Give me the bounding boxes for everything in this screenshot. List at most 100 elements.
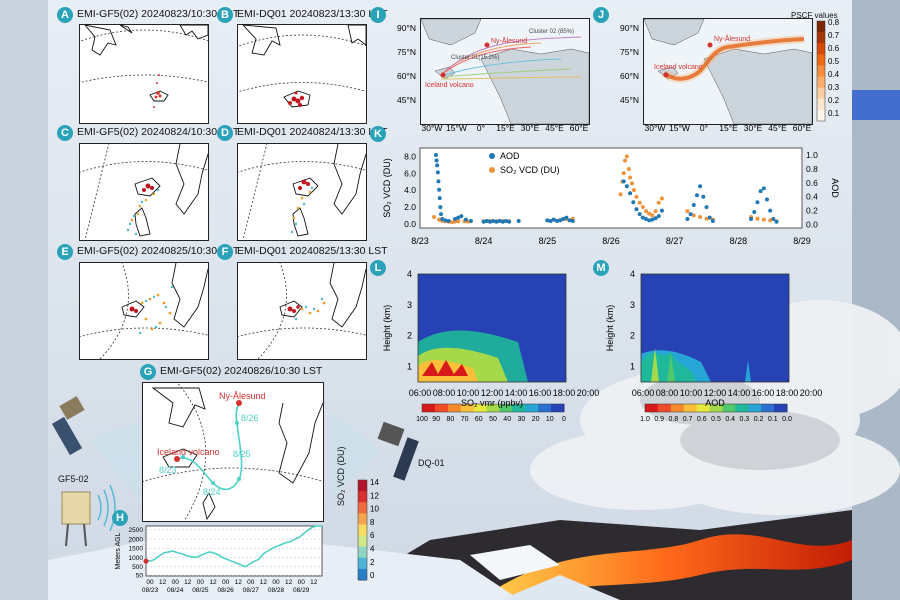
panel-title: EMI-DQ01 20240823/13:30 LST: [237, 8, 388, 20]
k-x-tick: 8/24: [475, 236, 493, 246]
heatmap-x-tick: 14:00: [728, 388, 751, 398]
k-aod-point: [764, 197, 769, 202]
panel-letter: E: [57, 244, 73, 260]
k-aod-point: [463, 217, 468, 222]
so2-colorbar-swatch: [358, 480, 367, 492]
panel-d: D EMI-DQ01 20240824/13:30 LST: [217, 125, 388, 243]
lon-tick-label: 45°E: [545, 123, 564, 133]
k-aod-point: [567, 218, 572, 223]
h-x-tick: 00: [172, 579, 180, 586]
heatmap-colorbar-tick: 90: [432, 416, 440, 423]
k-aod-point: [500, 219, 505, 224]
map-d: [237, 143, 367, 241]
heatmap-colorbar-swatch: [525, 404, 539, 412]
h-date-tick: 08/26: [217, 587, 234, 594]
k-aod-point: [459, 214, 464, 219]
lat-tick-label: 90°N: [397, 23, 416, 33]
lon-tick-label: 30°E: [744, 123, 763, 133]
panel-f: F EMI-DQ01 20240825/13:30 LST: [217, 244, 388, 362]
heatmap-colorbar-tick: 50: [489, 416, 497, 423]
heatmap-x-tick: 08:00: [656, 388, 679, 398]
dq01-satellite-icon: [377, 421, 419, 481]
heatmap-colorbar-tick: 0.5: [711, 416, 721, 423]
panel-m: M 4 3 2 1 06:00 08:00 10:00 12:00 14:00 16:00 18:0…: [593, 260, 828, 428]
k-so2-point: [432, 215, 437, 220]
k-aod-point: [774, 219, 779, 224]
k-aod-point: [446, 219, 451, 224]
heatmap-y-tick: 4: [630, 269, 635, 279]
k-aod-point: [710, 219, 715, 224]
pscf-colorbar-tick: 0.2: [828, 96, 840, 105]
lon-tick-label: 15°W: [669, 123, 690, 133]
lon-tick-label: 0°: [700, 123, 708, 133]
lon-tick-label: 60°E: [793, 123, 812, 133]
k-legend-marker: [489, 167, 495, 173]
h-x-tick: 00: [197, 579, 205, 586]
cluster-label: Cluster 02 (85%): [529, 29, 574, 35]
k-so2-point: [437, 217, 442, 222]
heatmap-colorbar-tick: 0.2: [754, 416, 764, 423]
heatmap-colorbar-swatch: [473, 404, 488, 412]
heatmap-y-tick: 1: [407, 362, 412, 372]
k-aod-point: [507, 219, 512, 224]
pscf-colorbar-swatch: [817, 54, 825, 66]
pscf-colorbar-swatch: [817, 87, 825, 100]
h-date-tick: 08/28: [268, 587, 285, 594]
panel-letter: K: [370, 126, 386, 142]
heatmap-colorbar-swatch: [670, 404, 685, 412]
heatmap-y-tick: 4: [407, 269, 412, 279]
k-so2-point: [624, 154, 629, 159]
heatmap-colorbar-tick: 0.9: [654, 416, 664, 423]
panel-letter: B: [217, 7, 233, 23]
heatmap-colorbar-tick: 0.7: [683, 416, 693, 423]
k-so2-point: [761, 217, 766, 222]
k-so2-point: [659, 196, 664, 201]
heatmap-x-tick: 06:00: [409, 388, 432, 398]
k-x-tick: 8/25: [539, 236, 557, 246]
panel-e: E EMI-GF5(02) 20240825/10:30 LST: [57, 244, 239, 362]
heatmap-x-tick: 16:00: [529, 388, 552, 398]
site-label-ny-alesund: Ny-Ålesund: [219, 391, 266, 401]
heatmap-y-tick: 1: [630, 362, 635, 372]
so2-colorbar-tick: 0: [370, 571, 375, 580]
lon-tick-label: 30°W: [422, 123, 443, 133]
heatmap-colorbar-swatch: [722, 404, 736, 412]
pscf-colorbar-tick: 0.1: [828, 109, 840, 118]
k-aod-point: [435, 163, 440, 168]
k-aod-point: [685, 216, 690, 221]
date-label: 8/24: [203, 487, 221, 497]
panel-title: EMI-GF5(02) 20240825/10:30 LST: [77, 245, 240, 257]
k-aod-point: [516, 219, 521, 224]
k-so2-point: [656, 200, 661, 205]
pscf-colorbar-swatch: [817, 43, 825, 55]
pscf-colorbar-swatch: [817, 76, 825, 89]
so2-colorbar-tick: 8: [370, 518, 375, 527]
so2-colorbar-swatch: [358, 535, 367, 548]
h-date-tick: 08/25: [192, 587, 209, 594]
k-so2-point: [698, 215, 703, 220]
so2-colorbar-tick: 10: [370, 505, 379, 514]
lon-tick-label: 45°E: [768, 123, 787, 133]
panel-letter: G: [140, 364, 156, 380]
map-i: Ny-Ålesund Iceland volcano Cluster 01(15…: [420, 18, 590, 125]
panel-letter: J: [593, 7, 609, 23]
k-so2-point: [618, 192, 623, 197]
k-y2-axis-label: AOD: [830, 178, 840, 198]
k-aod-point: [749, 216, 754, 221]
k-so2-point: [626, 167, 631, 172]
heatmap-x-tick: 18:00: [553, 388, 576, 398]
site-label-ny-alesund: Ny-Ålesund: [491, 36, 527, 45]
k-x-tick: 8/29: [793, 236, 811, 246]
k-aod-point: [624, 184, 629, 189]
pscf-colorbar-frame: [816, 20, 826, 122]
h-start-marker: [143, 558, 149, 564]
k-aod-point: [634, 207, 639, 212]
panel-title: EMI-GF5(02) 20240823/10:30 LST: [77, 8, 240, 20]
k-aod-point: [468, 219, 473, 224]
h-y-axis-label: Meters AGL: [115, 532, 122, 569]
so2-colorbar-frame: [357, 479, 368, 581]
h-y-tick: 2000: [129, 536, 144, 543]
k-y-tick: 4.0: [404, 185, 416, 195]
lat-tick-label: 60°N: [397, 71, 416, 81]
so2-colorbar-swatch: [358, 524, 367, 537]
